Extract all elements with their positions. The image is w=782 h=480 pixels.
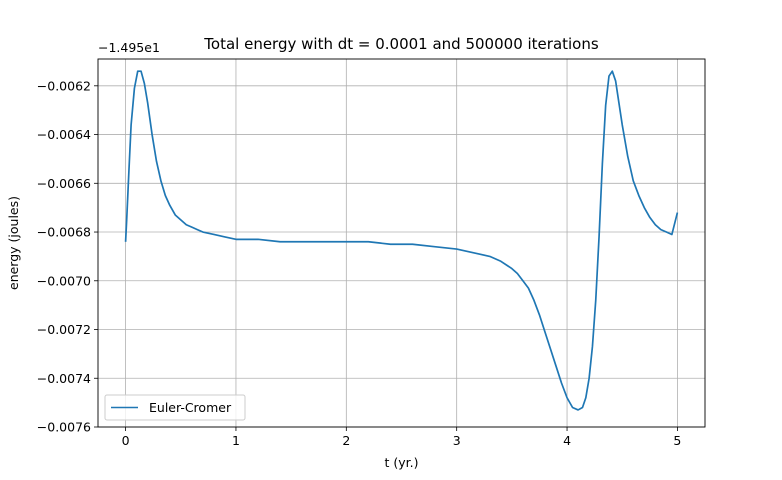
x-tick-label: 0 [122, 433, 130, 448]
y-tick-label: −0.0062 [37, 78, 91, 93]
x-tick-label: 2 [342, 433, 350, 448]
tick-marks: 0 1 2 3 4 5 −0.0076 −0.0074 −0.0072 −0.0070 −0.006… [37, 78, 682, 448]
legend-box [104, 394, 246, 421]
legend: Euler-Cromer [104, 394, 246, 421]
legend-label-euler-cromer: Euler-Cromer [149, 400, 232, 415]
chart-title: Total energy with dt = 0.0001 and 500000… [203, 35, 599, 53]
x-tick-label: 5 [673, 433, 681, 448]
y-tick-label: −0.0068 [37, 225, 91, 240]
x-axis-label: t (yr.) [385, 455, 419, 470]
y-offset-text: −1.495e1 [98, 40, 160, 55]
x-tick-label: 1 [232, 433, 240, 448]
y-tick-label: −0.0074 [37, 371, 91, 386]
y-axis-label: energy (joules) [6, 196, 21, 290]
x-tick-label: 4 [563, 433, 571, 448]
x-tick-label: 3 [453, 433, 461, 448]
y-tick-label: −0.0076 [37, 420, 91, 435]
plot-frame [97, 58, 706, 428]
y-tick-label: −0.0066 [37, 176, 91, 191]
y-tick-label: −0.0064 [37, 127, 91, 142]
series-group [124, 70, 679, 411]
y-tick-label: −0.0072 [37, 322, 91, 337]
grid-lines [98, 59, 705, 428]
series-line-euler-cromer [124, 70, 679, 411]
y-tick-label: −0.0070 [37, 273, 91, 288]
